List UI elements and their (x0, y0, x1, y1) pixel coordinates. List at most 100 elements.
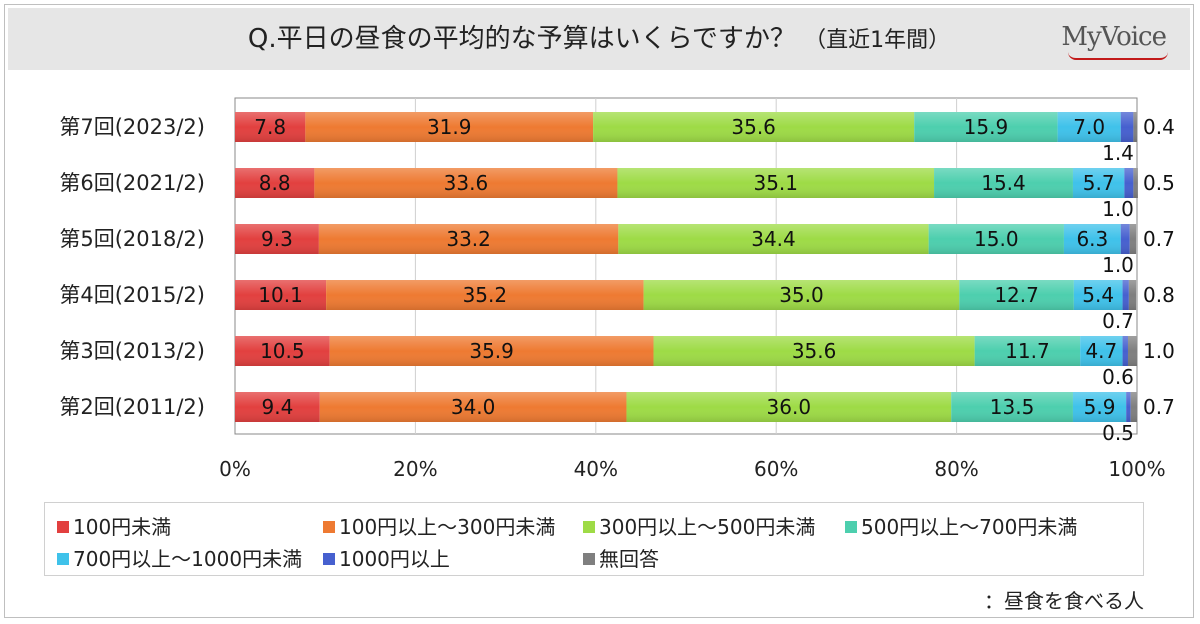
data-label: 5.9 (1084, 395, 1116, 419)
legend-swatch (57, 521, 69, 533)
data-label: 0.5 (1102, 421, 1134, 445)
bar-segment-shade (235, 280, 327, 310)
legend-item: 無回答 (583, 543, 659, 572)
legend-swatch (583, 521, 595, 533)
bar-segment-shade (305, 112, 594, 142)
data-label: 12.7 (994, 283, 1039, 307)
bar-segment-shade (1063, 224, 1121, 254)
category-label: 第6回(2021/2) (59, 171, 205, 195)
myvoice-logo: MyVoice (1061, 22, 1167, 52)
data-label: 0.5 (1143, 171, 1175, 195)
legend-label: 100円以上～300円未満 (339, 515, 556, 539)
legend-item: 1000円以上 (323, 543, 450, 572)
data-label: 5.4 (1082, 283, 1114, 307)
legend-label: 100円未満 (73, 515, 172, 539)
bar-segment-shade (959, 280, 1074, 310)
data-label: 34.4 (751, 227, 796, 251)
data-label: 35.0 (779, 283, 824, 307)
data-label: 15.4 (981, 171, 1026, 195)
bar-segment-shade (235, 224, 319, 254)
bar-segment-shade (1122, 336, 1128, 366)
bar-segment-shade (319, 392, 627, 422)
x-tick-label: 60% (754, 457, 798, 481)
legend-item: 500円以上～700円未満 (845, 511, 1077, 540)
bar-segment-shade (617, 168, 935, 198)
bar-segment-shade (1120, 224, 1130, 254)
data-label: 7.8 (254, 115, 286, 139)
bar-segment-shade (329, 336, 654, 366)
data-label: 33.6 (444, 171, 489, 195)
chart-title: Q.平日の昼食の平均的な予算はいくらですか？ （直近1年間） (8, 18, 1190, 55)
data-label: 1.0 (1102, 253, 1134, 277)
legend-swatch (845, 521, 857, 533)
data-label: 0.7 (1143, 227, 1175, 251)
bar-segment-shade (235, 336, 330, 366)
bar-segment-shade (593, 112, 915, 142)
bar-segment-shade (314, 168, 618, 198)
data-label: 33.2 (446, 227, 491, 251)
legend-label: 300円以上～500円未満 (599, 515, 816, 539)
data-label: 15.0 (974, 227, 1019, 251)
plot-area (234, 97, 1138, 435)
bar-segment-shade (235, 112, 306, 142)
bar-segment-shade (1122, 280, 1129, 310)
data-label: 10.1 (258, 283, 303, 307)
bar-segment-shade (318, 224, 619, 254)
bar-segment-shade (1133, 112, 1137, 142)
category-label: 第4回(2015/2) (59, 283, 205, 307)
bar-segment-shade (914, 112, 1058, 142)
data-label: 35.6 (731, 115, 776, 139)
legend: 100円未満 100円以上～300円未満 300円以上～500円未満 500円以上～7… (44, 502, 1144, 576)
category-label: 第7回(2023/2) (59, 115, 205, 139)
x-tick-label: 100% (1108, 457, 1165, 481)
bar-segment-shade (974, 336, 1081, 366)
subtitle-text: （直近1年間） (804, 28, 951, 53)
legend-swatch (323, 521, 335, 533)
stacked-bar-chart: 7.8 31.9 35.6 15.9 7.01.4 0.4 8.8 33.6 35.1 15.4 5… (59, 97, 1175, 481)
category-label: 第3回(2013/2) (59, 339, 205, 363)
bar-segment-shade (653, 336, 975, 366)
data-label: 34.0 (451, 395, 496, 419)
category-label: 第5回(2018/2) (59, 227, 205, 251)
bar-segment-shade (1130, 392, 1137, 422)
title-text: Q.平日の昼食の平均的な予算はいくらですか？ (247, 24, 796, 54)
data-label: 35.2 (463, 283, 508, 307)
legend-label: 無回答 (599, 547, 659, 571)
data-label: 0.4 (1143, 115, 1175, 139)
data-label: 0.7 (1102, 309, 1134, 333)
legend-swatch (323, 553, 335, 565)
bar-segment-shade (934, 168, 1073, 198)
bar-segment-shade (618, 224, 929, 254)
data-label: 31.9 (427, 115, 472, 139)
bar-segment-shade (1072, 392, 1127, 422)
x-tick-label: 80% (934, 457, 978, 481)
bar-segment-shade (643, 280, 960, 310)
legend-item: 300円以上～500円未満 (583, 511, 815, 540)
data-label: 9.4 (261, 395, 293, 419)
bar-segment-shade (1127, 336, 1137, 366)
legend-label: 1000円以上 (339, 547, 450, 571)
title-bar: Q.平日の昼食の平均的な予算はいくらですか？ （直近1年間） MyVoice (8, 8, 1190, 70)
bar-segment-shade (951, 392, 1073, 422)
data-label: 13.5 (990, 395, 1035, 419)
bar-segment-shade (1129, 224, 1137, 254)
data-label: 4.7 (1085, 339, 1117, 363)
data-label: 10.5 (260, 339, 305, 363)
bar-segment-shade (928, 224, 1064, 254)
bar-segment-shade (235, 168, 315, 198)
x-tick-label: 20% (393, 457, 437, 481)
data-label: 35.1 (753, 171, 798, 195)
bar-segment-shade (1128, 280, 1137, 310)
bar-segment-shade (1057, 112, 1121, 142)
data-label: 9.3 (261, 227, 293, 251)
bar-segment-shade (1124, 168, 1134, 198)
legend-swatch (57, 553, 69, 565)
legend-label: 700円以上～1000円未満 (73, 547, 303, 571)
bar-segment-shade (626, 392, 952, 422)
data-label: 11.7 (1005, 339, 1050, 363)
data-label: 6.3 (1076, 227, 1108, 251)
bar-segment-shade (1073, 280, 1123, 310)
bar-segment-shade (326, 280, 644, 310)
footnote: ：昼食を食べる人 (984, 589, 1144, 613)
logo-swoosh (1068, 52, 1168, 60)
